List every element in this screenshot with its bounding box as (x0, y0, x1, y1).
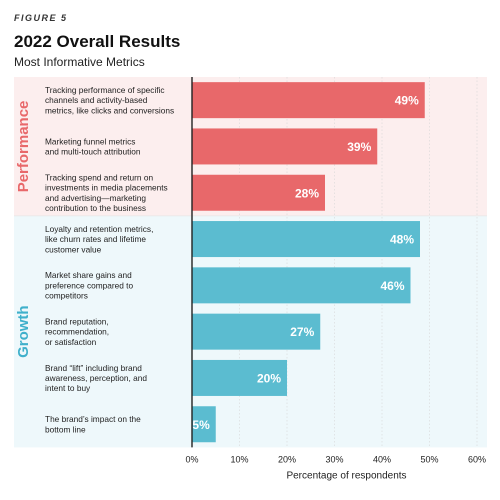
category-label-line: Tracking performance of specific (45, 85, 165, 95)
bar (192, 406, 216, 443)
bar-value-label: 39% (347, 140, 371, 154)
category-label-line: preference compared to (45, 280, 133, 290)
category-label: Loyalty and retention metrics, like churn… (45, 224, 153, 254)
x-tick-label: 40% (373, 454, 391, 464)
chart-title: 2022 Overall Results (14, 32, 181, 51)
x-tick-label: 0% (185, 454, 198, 464)
category-label-line: customer value (45, 244, 102, 254)
figure-label: FIGURE 5 (14, 13, 68, 23)
category-label-line: and advertising—marketing (45, 193, 146, 203)
x-tick-label: 60% (468, 454, 486, 464)
x-tick-label: 50% (420, 454, 438, 464)
category-label: Brand “lift” including brand awareness, p… (45, 363, 147, 393)
category-label-line: Tracking spend and return on (45, 172, 153, 182)
category-label-line: channels and activity-based (45, 95, 148, 105)
category-label-line: Brand “lift” including brand (45, 363, 142, 373)
bar-value-label: 48% (390, 233, 414, 247)
category-label-line: intent to buy (45, 383, 91, 393)
category-label: Tracking performance of specific channels… (45, 85, 174, 115)
category-label-line: like churn rates and lifetime (45, 234, 146, 244)
category-label-line: investments in media placements (45, 183, 168, 193)
category-label-line: awareness, perception, and (45, 373, 147, 383)
bar (192, 359, 287, 396)
category-label: Marketing funnel metrics and multi-touch … (45, 136, 141, 156)
x-axis-title: Percentage of respondents (286, 470, 406, 481)
category-label-line: and multi-touch attribution (45, 147, 141, 157)
category-label-line: recommendation, (45, 327, 109, 337)
chart-subtitle: Most Informative Metrics (14, 55, 145, 69)
bar (192, 221, 420, 258)
bar (192, 82, 425, 119)
bar (192, 174, 325, 211)
bar (192, 128, 378, 165)
category-label-line: Brand reputation, (45, 316, 109, 326)
x-tick-label: 10% (230, 454, 248, 464)
group-label-growth: Growth (15, 305, 32, 358)
category-label: The brand’s impact on the bottom line (45, 414, 141, 434)
category-label-line: competitors (45, 291, 88, 301)
bar-value-label: 46% (380, 279, 404, 293)
bar-value-label: 49% (395, 94, 419, 108)
category-label: Tracking spend and return on investments … (45, 172, 168, 213)
group-label-performance: Performance (15, 101, 32, 193)
x-tick-label: 30% (325, 454, 343, 464)
category-label-line: Market share gains and (45, 270, 132, 280)
bar-value-label: 5% (192, 418, 210, 432)
category-label-line: Marketing funnel metrics (45, 136, 135, 146)
bar-value-label: 28% (295, 186, 319, 200)
x-tick-label: 20% (278, 454, 296, 464)
category-label: Brand reputation, recommendation, or satis… (45, 316, 109, 346)
bar-value-label: 27% (290, 325, 314, 339)
category-label-line: The brand’s impact on the (45, 414, 141, 424)
category-label-line: Loyalty and retention metrics, (45, 224, 153, 234)
category-label-line: or satisfaction (45, 337, 97, 347)
bar (192, 313, 321, 350)
category-label-line: bottom line (45, 424, 86, 434)
category-label: Market share gains and preference compare… (45, 270, 133, 300)
bar (192, 267, 411, 304)
bar-value-label: 20% (257, 371, 281, 385)
category-label-line: contribution to the business (45, 203, 146, 213)
category-label-line: metrics, like clicks and conversions (45, 105, 174, 115)
